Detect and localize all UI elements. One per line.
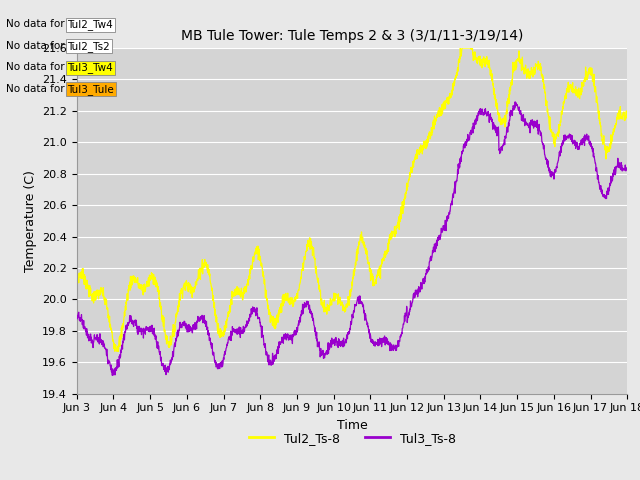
- Text: No data for f: No data for f: [6, 19, 76, 29]
- Title: MB Tule Tower: Tule Temps 2 & 3 (3/1/11-3/19/14): MB Tule Tower: Tule Temps 2 & 3 (3/1/11-…: [181, 29, 523, 43]
- Text: Tul2_Tw4: Tul2_Tw4: [67, 19, 113, 30]
- Text: No data for f: No data for f: [6, 84, 76, 94]
- Text: Tul3_Tule: Tul3_Tule: [67, 84, 114, 95]
- Text: No data for f: No data for f: [6, 62, 76, 72]
- X-axis label: Time: Time: [337, 419, 367, 432]
- Y-axis label: Temperature (C): Temperature (C): [24, 170, 36, 272]
- Text: Tul2_Ts2: Tul2_Ts2: [67, 41, 110, 52]
- Text: Tul3_Tw4: Tul3_Tw4: [67, 62, 113, 73]
- Legend: Tul2_Ts-8, Tul3_Ts-8: Tul2_Ts-8, Tul3_Ts-8: [243, 427, 461, 450]
- Text: No data for f: No data for f: [6, 41, 76, 51]
